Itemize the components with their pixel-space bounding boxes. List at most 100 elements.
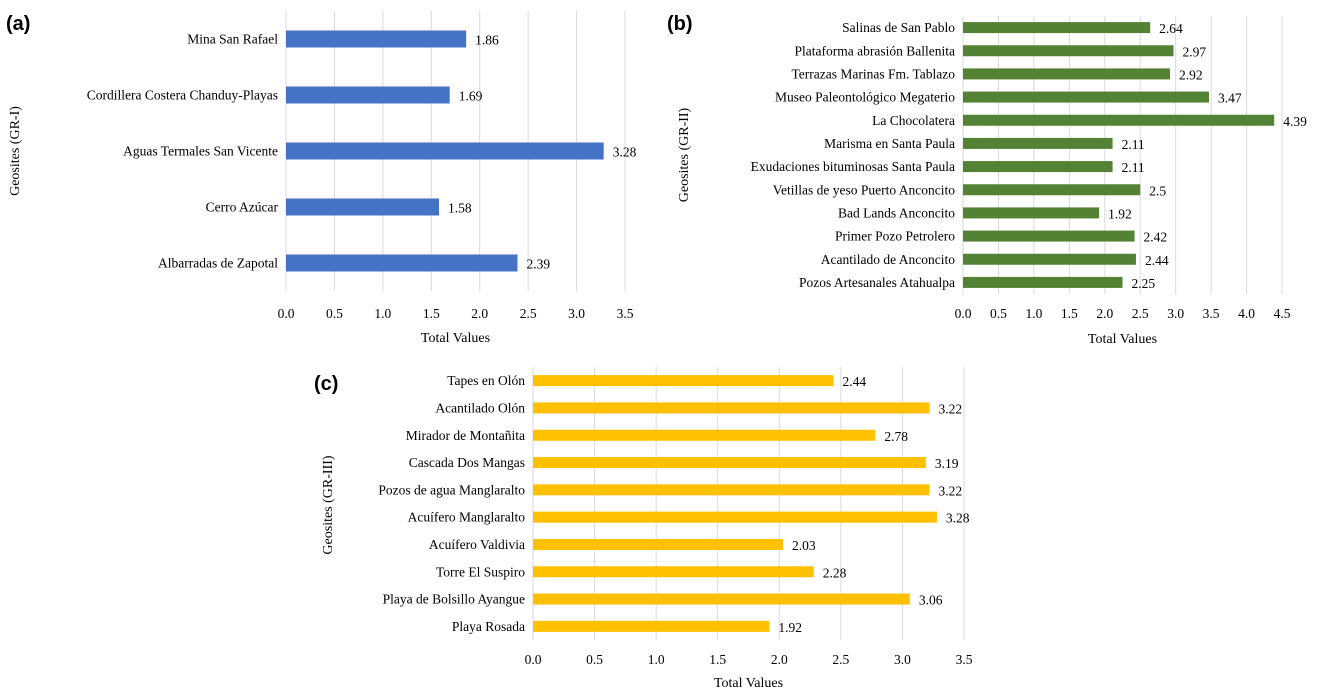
bar bbox=[963, 91, 1209, 103]
x-tick-label: 0.0 bbox=[278, 306, 295, 321]
category-label: Bad Lands Anconcito bbox=[838, 205, 955, 220]
data-label: 2.11 bbox=[1122, 137, 1145, 152]
data-label: 2.44 bbox=[1145, 253, 1169, 268]
y-axis-title: Geosites (GR-III) bbox=[321, 455, 336, 554]
x-tick-label: 1.0 bbox=[648, 652, 665, 667]
data-label: 2.39 bbox=[526, 257, 550, 272]
bar bbox=[533, 429, 876, 441]
category-label: Acantilado Olón bbox=[435, 400, 525, 415]
bar bbox=[533, 620, 770, 632]
data-label: 2.92 bbox=[1179, 67, 1203, 82]
x-axis-title: Total Values bbox=[421, 331, 490, 346]
x-tick-label: 0.5 bbox=[586, 652, 603, 667]
category-label: Museo Paleontológico Megaterio bbox=[775, 90, 955, 105]
x-tick-label: 4.0 bbox=[1238, 306, 1255, 321]
x-tick-label: 0.0 bbox=[955, 306, 972, 321]
data-label: 2.03 bbox=[792, 538, 816, 553]
bar bbox=[963, 230, 1135, 242]
x-axis-title: Total Values bbox=[1088, 332, 1157, 347]
bar bbox=[533, 457, 926, 469]
data-label: 3.22 bbox=[939, 483, 963, 498]
bar bbox=[286, 86, 450, 104]
data-label: 1.92 bbox=[778, 620, 802, 635]
x-tick-label: 2.5 bbox=[1132, 306, 1149, 321]
category-label: Acantilado de Anconcito bbox=[821, 252, 955, 267]
data-label: 3.47 bbox=[1218, 91, 1242, 106]
category-label: Terrazas Marinas Fm. Tablazo bbox=[791, 66, 955, 81]
x-tick-label: 1.0 bbox=[1025, 306, 1042, 321]
bar bbox=[533, 511, 937, 523]
category-label: Albarradas de Zapotal bbox=[158, 256, 278, 271]
bar bbox=[963, 137, 1113, 149]
category-label: Exudaciones bituminosas Santa Paula bbox=[751, 159, 955, 174]
x-tick-label: 2.0 bbox=[471, 306, 488, 321]
data-label: 2.64 bbox=[1159, 21, 1183, 36]
x-tick-label: 1.5 bbox=[423, 306, 440, 321]
x-tick-label: 2.5 bbox=[832, 652, 849, 667]
data-label: 3.06 bbox=[919, 593, 943, 608]
data-label: 3.28 bbox=[946, 511, 970, 526]
x-axis-title: Total Values bbox=[714, 676, 783, 691]
x-tick-label: 3.0 bbox=[1167, 306, 1184, 321]
bar bbox=[963, 161, 1113, 173]
category-label: Mina San Rafael bbox=[187, 32, 278, 47]
data-label: 1.69 bbox=[459, 89, 483, 104]
x-tick-label: 1.5 bbox=[1061, 306, 1078, 321]
data-label: 2.11 bbox=[1122, 160, 1145, 175]
bar bbox=[533, 375, 834, 387]
category-label: Primer Pozo Petrolero bbox=[835, 229, 955, 244]
x-tick-label: 3.5 bbox=[1203, 306, 1220, 321]
data-label: 3.28 bbox=[613, 145, 637, 160]
category-label: Cascada Dos Mangas bbox=[409, 455, 525, 470]
x-tick-label: 3.5 bbox=[617, 306, 634, 321]
bar bbox=[286, 198, 440, 216]
category-label: Vetillas de yeso Puerto Anconcito bbox=[773, 182, 955, 197]
data-label: 2.78 bbox=[884, 429, 908, 444]
bar bbox=[533, 566, 814, 578]
data-label: 2.97 bbox=[1183, 44, 1207, 59]
x-tick-label: 0.5 bbox=[990, 306, 1007, 321]
x-tick-label: 0.0 bbox=[525, 652, 542, 667]
category-label: Playa de Bolsillo Ayangue bbox=[383, 592, 525, 607]
category-label: Playa Rosada bbox=[452, 619, 525, 634]
category-label: Pozos Artesanales Atahualpa bbox=[799, 275, 955, 290]
bar bbox=[963, 68, 1170, 80]
category-label: Torre El Suspiro bbox=[436, 564, 525, 579]
panel-letter: (a) bbox=[6, 13, 30, 35]
bar bbox=[963, 207, 1100, 219]
bar bbox=[533, 593, 910, 605]
bar bbox=[963, 45, 1174, 57]
bar bbox=[286, 254, 518, 272]
data-label: 4.39 bbox=[1283, 114, 1307, 129]
panel-letter: (b) bbox=[667, 13, 693, 35]
data-label: 1.58 bbox=[448, 201, 472, 216]
x-tick-label: 3.0 bbox=[894, 652, 911, 667]
category-label: Marisma en Santa Paula bbox=[824, 136, 955, 151]
bar bbox=[533, 484, 930, 496]
category-label: Acuífero Valdivia bbox=[429, 537, 525, 552]
x-tick-label: 1.5 bbox=[709, 652, 726, 667]
bar bbox=[963, 184, 1141, 196]
y-axis-title: Geosites (GR-I) bbox=[8, 106, 23, 196]
category-label: Plataforma abrasión Ballenita bbox=[795, 43, 955, 58]
x-tick-label: 2.0 bbox=[1096, 306, 1113, 321]
x-tick-label: 4.5 bbox=[1274, 306, 1291, 321]
category-label: Cordillera Costera Chanduy-Playas bbox=[87, 88, 278, 103]
x-tick-label: 2.0 bbox=[771, 652, 788, 667]
bar bbox=[533, 538, 783, 550]
category-label: Mirador de Montañita bbox=[406, 428, 525, 443]
bar bbox=[963, 276, 1123, 288]
panel-b: 0.0 0.5 1.0 1.5 2.0 2.5 3.0 3.5 4.0 4.5 Salinas de… bbox=[667, 13, 1307, 347]
bar bbox=[533, 402, 930, 414]
data-label: 3.22 bbox=[939, 401, 963, 416]
bar bbox=[286, 142, 604, 160]
bar bbox=[963, 253, 1136, 265]
x-tick-label: 0.5 bbox=[326, 306, 343, 321]
category-label: Pozos de agua Manglaralto bbox=[378, 482, 525, 497]
panel-letter: (c) bbox=[314, 373, 338, 395]
x-tick-label: 3.5 bbox=[956, 652, 973, 667]
bar bbox=[963, 114, 1275, 126]
x-tick-label: 3.0 bbox=[568, 306, 585, 321]
category-label: La Chocolatera bbox=[872, 113, 955, 128]
